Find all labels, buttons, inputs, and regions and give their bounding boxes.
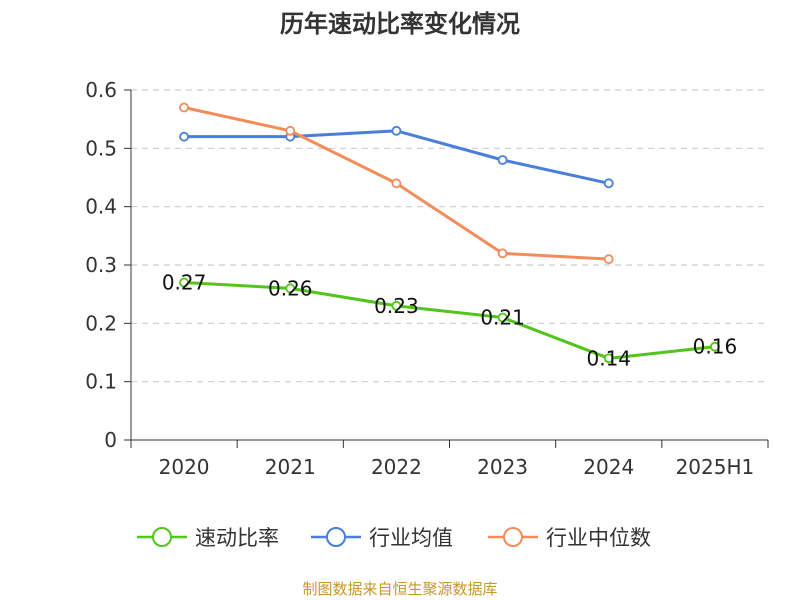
quick-ratio-line — [184, 281, 716, 360]
quick-ratio-point[interactable] — [497, 312, 508, 323]
y-tick-label: 0.1 — [85, 370, 117, 394]
legend-industry-median-marker[interactable] — [503, 527, 523, 547]
data-label: 0.14 — [586, 346, 631, 370]
data-label: 0.16 — [693, 335, 738, 359]
y-tick-label: 0 — [104, 428, 117, 452]
quick-ratio-point[interactable] — [179, 277, 189, 288]
y-tick-label: 0.4 — [85, 195, 117, 219]
x-tick-label: 2022 — [371, 455, 422, 479]
industry-median-point[interactable] — [391, 178, 402, 189]
industry-mean-line — [184, 129, 610, 185]
y-tick-label: 0.5 — [85, 136, 117, 160]
legend-industry-mean-marker[interactable] — [326, 527, 346, 547]
x-tick-label: 2020 — [159, 455, 210, 479]
y-tick-label: 0.6 — [85, 78, 117, 102]
quick-ratio-point[interactable] — [710, 341, 720, 352]
x-tick-label: 2023 — [477, 455, 528, 479]
data-label: 0.21 — [480, 306, 525, 330]
industry-median-point[interactable] — [603, 254, 614, 265]
industry-mean-point[interactable] — [391, 125, 402, 136]
quick-ratio-point[interactable] — [285, 283, 296, 294]
data-label: 0.23 — [374, 294, 419, 318]
x-tick-label: 2025H1 — [676, 455, 755, 479]
y-tick-label: 0.2 — [85, 311, 117, 335]
industry-mean-point[interactable] — [603, 178, 614, 189]
quick-ratio-point[interactable] — [603, 353, 614, 364]
legend-industry-mean-label[interactable]: 行业均值 — [369, 526, 453, 550]
industry-median-point[interactable] — [497, 248, 508, 259]
industry-median-point[interactable] — [285, 125, 296, 136]
industry-mean-point[interactable] — [179, 131, 189, 142]
industry-mean-point[interactable] — [497, 155, 508, 165]
legend-industry-median-label[interactable]: 行业中位数 — [546, 526, 651, 550]
legend-quick-ratio-label[interactable]: 速动比率 — [195, 526, 279, 550]
legend-quick-ratio-marker[interactable] — [152, 527, 172, 547]
x-tick-label: 2024 — [583, 455, 634, 479]
y-tick-label: 0.3 — [85, 253, 117, 277]
data-label: 0.27 — [162, 271, 207, 295]
source-note: 制图数据来自恒生聚源数据库 — [302, 580, 498, 598]
x-tick-label: 2021 — [265, 455, 316, 479]
quick-ratio-point[interactable] — [391, 300, 402, 311]
data-label: 0.26 — [268, 276, 313, 300]
chart-title: 历年速动比率变化情况 — [280, 10, 520, 38]
industry-median-point[interactable] — [179, 102, 189, 113]
